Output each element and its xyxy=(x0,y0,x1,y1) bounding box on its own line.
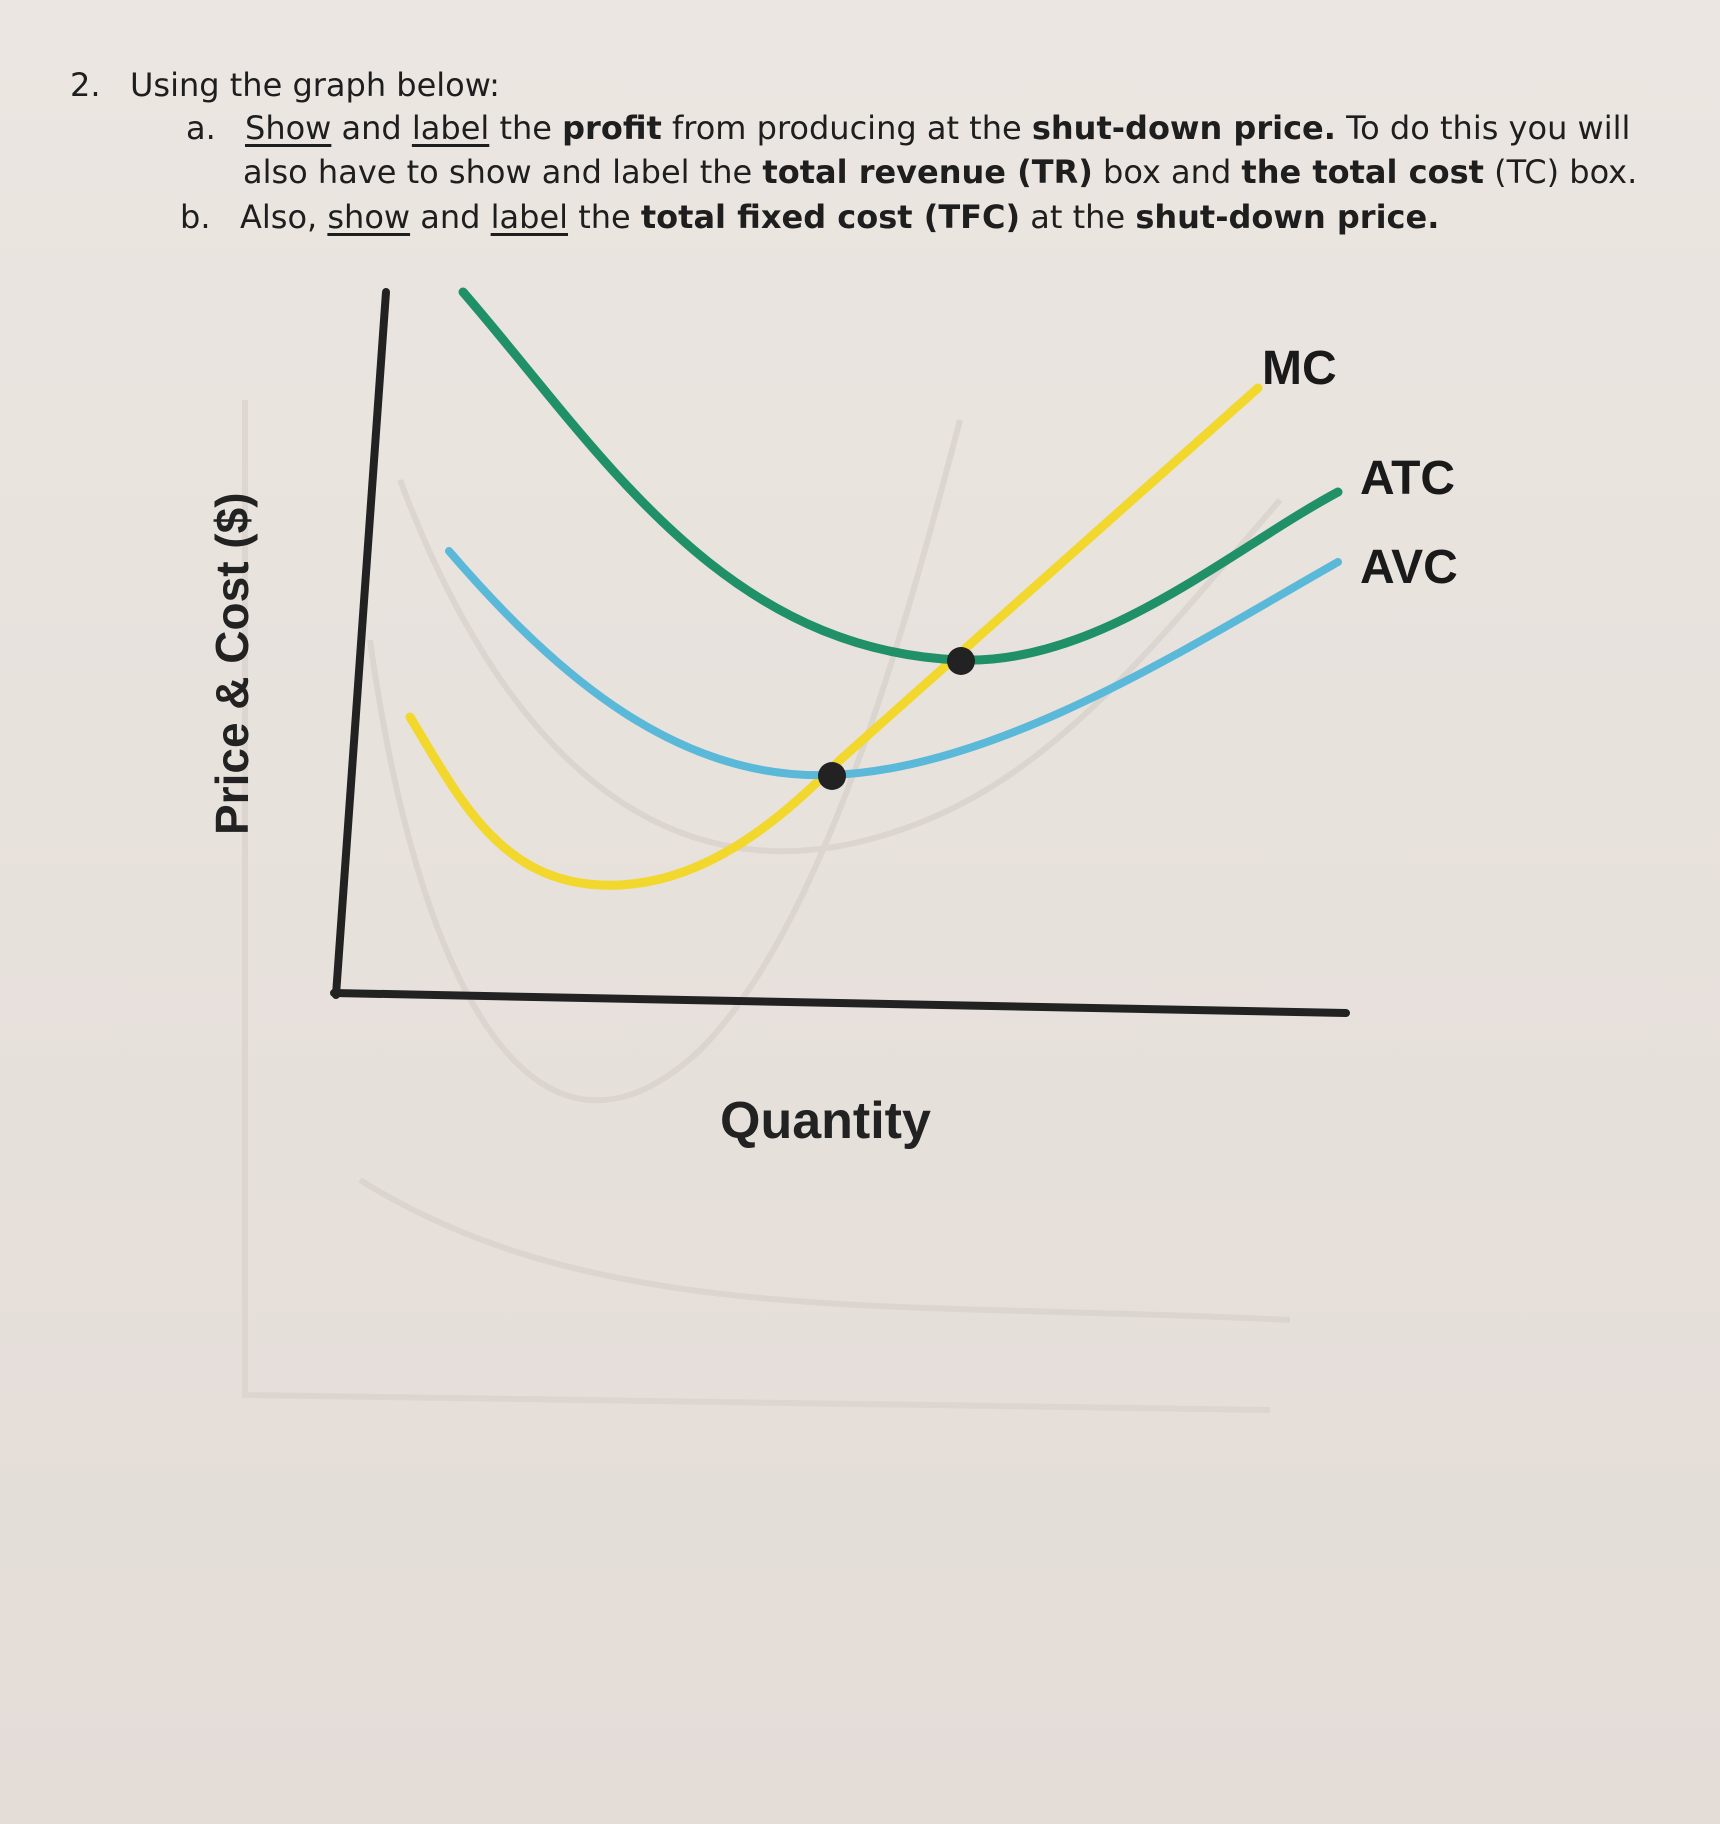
instruction-show: Show xyxy=(245,109,332,147)
part-b-line: Also, show and label the total fixed cos… xyxy=(240,198,1440,236)
part-a-marker: a. xyxy=(186,109,216,147)
part-a-line-2: also have to show and label the total re… xyxy=(243,153,1638,191)
instruction-show-b: show xyxy=(327,198,411,236)
bleed-through xyxy=(242,400,1291,1413)
question-intro: Using the graph below: xyxy=(130,66,500,104)
x-axis-label: Quantity xyxy=(720,1092,931,1150)
atc-label: ATC xyxy=(1360,452,1455,505)
x-axis xyxy=(330,989,1350,1017)
mc-avc-intersection-point xyxy=(818,762,846,790)
question-number: 2. xyxy=(70,66,101,104)
atc-curve xyxy=(458,287,1343,665)
instruction-label: label xyxy=(411,109,490,147)
mc-curve xyxy=(405,383,1263,890)
y-axis-label: Price & Cost ($) xyxy=(206,492,258,835)
mc-label: MC xyxy=(1262,342,1337,395)
avc-label: AVC xyxy=(1360,541,1458,594)
part-a-line-1: Show and label the profit from producing… xyxy=(245,109,1631,147)
mc-atc-intersection-point xyxy=(947,647,975,675)
y-axis xyxy=(332,288,390,999)
instruction-label-b: label xyxy=(490,198,569,236)
part-b-marker: b. xyxy=(180,198,211,236)
